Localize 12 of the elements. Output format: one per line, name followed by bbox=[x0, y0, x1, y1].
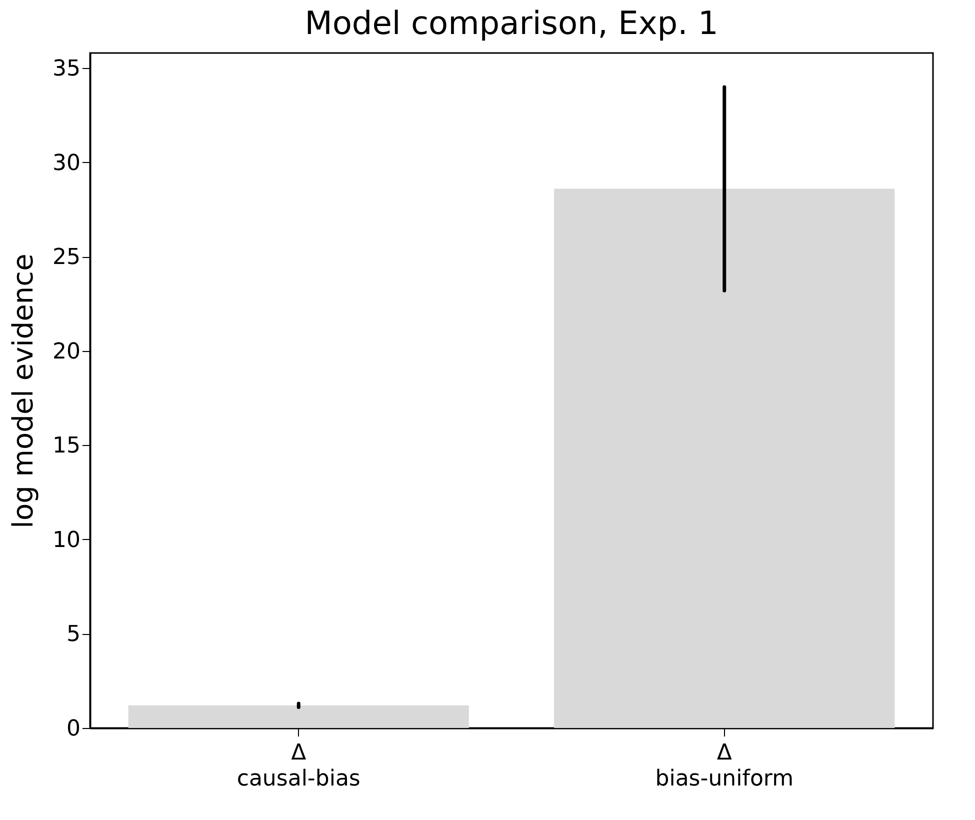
x-tick-label: Δ causal-bias bbox=[236, 740, 360, 792]
x-tick-label: Δ bias-uniform bbox=[655, 740, 794, 792]
chart-title: Model comparison, Exp. 1 bbox=[304, 4, 718, 42]
y-tick-label: 0 bbox=[66, 716, 80, 742]
y-tick-label: 30 bbox=[52, 150, 80, 176]
y-tick-label: 20 bbox=[52, 339, 80, 364]
y-tick-label: 15 bbox=[52, 434, 80, 459]
y-axis-title: log model evidence bbox=[6, 254, 40, 528]
y-tick-label: 35 bbox=[52, 56, 80, 82]
y-tick-label: 10 bbox=[52, 528, 80, 553]
y-tick-label: 25 bbox=[52, 245, 80, 270]
y-tick-label: 5 bbox=[66, 622, 80, 648]
